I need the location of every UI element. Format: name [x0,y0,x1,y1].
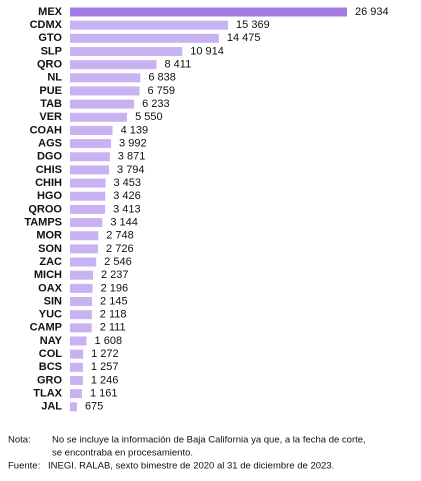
value-label: 2 726 [106,243,134,255]
category-label: OAX [38,282,63,294]
value-label: 2 748 [106,230,134,242]
category-label: HGO [37,190,63,202]
bar [70,349,84,359]
value-label: 1 608 [95,335,123,347]
category-label: MICH [34,269,62,281]
bar [70,99,135,109]
bar [70,283,93,293]
value-label: 6 759 [148,85,176,97]
category-label: GRO [37,374,63,386]
category-label: QROO [28,203,62,215]
bar [70,257,97,267]
category-label: NL [47,72,62,84]
value-label: 3 413 [113,203,141,215]
bar [70,178,106,188]
note-line: se encontraba en procesamiento. [52,448,193,459]
value-label: 1 272 [91,348,119,360]
category-label: TAB [40,98,62,110]
bar [70,191,106,201]
category-label: COAH [30,124,62,136]
value-label: 1 246 [91,374,119,386]
category-label: CDMX [30,19,63,31]
value-label: 3 453 [114,177,142,189]
category-label: TAMPS [24,216,62,228]
value-label: 2 196 [101,282,129,294]
value-label: 6 838 [148,72,176,84]
value-label: 3 144 [110,216,138,228]
bar [70,86,140,96]
value-label: 8 411 [165,59,192,71]
bar [70,112,128,122]
bar [70,297,93,307]
source-text: INEGI. RALAB, sexto bimestre de 2020 al … [48,461,334,472]
note-label: Nota: [8,435,31,446]
value-label: 4 139 [121,124,149,136]
bar [70,73,141,83]
value-label: 3 794 [117,164,145,176]
category-label: BCS [39,361,62,373]
category-label: JAL [41,401,62,413]
value-label: 5 550 [135,111,163,123]
bar [70,165,110,175]
bar [70,20,229,30]
bar [70,46,183,56]
category-label: SLP [41,45,62,57]
bar [70,270,94,280]
source-label: Fuente: [8,461,40,472]
value-label: 2 237 [101,269,129,281]
value-label: 6 233 [142,98,170,110]
value-label: 675 [85,401,103,413]
category-label: NAY [40,335,63,347]
value-label: 3 992 [119,138,147,150]
category-label: COL [39,348,63,360]
bar [70,60,157,70]
value-label: 2 546 [104,256,132,268]
value-label: 2 111 [100,322,126,334]
bar [70,152,110,162]
bar [70,125,113,135]
category-label: VER [39,111,62,123]
bar [70,389,82,399]
bar [70,362,83,372]
bar [70,336,87,346]
value-label: 3 871 [118,151,146,163]
category-label: CAMP [30,322,62,334]
bar [70,33,219,43]
value-label: 15 369 [236,19,270,31]
bar [70,310,92,320]
category-label: QRO [37,59,63,71]
category-label: DGO [37,151,63,163]
bar [70,7,347,17]
category-label: CHIH [35,177,62,189]
category-label: GTO [38,32,62,44]
category-label: MEX [38,6,63,18]
category-label: SIN [44,295,62,307]
category-label: YUC [39,309,62,321]
bar [70,231,99,241]
category-label: ZAC [39,256,62,268]
value-label: 3 426 [113,190,141,202]
bar [70,402,77,412]
bar [70,204,106,214]
value-label: 1 161 [90,388,118,400]
category-label: PUE [39,85,62,97]
value-label: 1 257 [91,361,119,373]
category-label: TLAX [33,388,62,400]
bar [70,139,112,149]
category-label: AGS [38,138,62,150]
note-line: No se incluye la información de Baja Cal… [52,435,366,446]
value-label: 14 475 [227,32,261,44]
bar [70,323,92,333]
value-label: 2 118 [100,309,127,321]
category-label: SON [38,243,62,255]
bar [70,375,83,385]
bar [70,218,103,228]
category-label: CHIS [36,164,62,176]
category-label: MOR [36,230,62,242]
value-label: 2 145 [100,295,128,307]
bar [70,244,99,254]
value-label: 10 914 [190,45,224,57]
value-label: 26 934 [355,6,389,18]
